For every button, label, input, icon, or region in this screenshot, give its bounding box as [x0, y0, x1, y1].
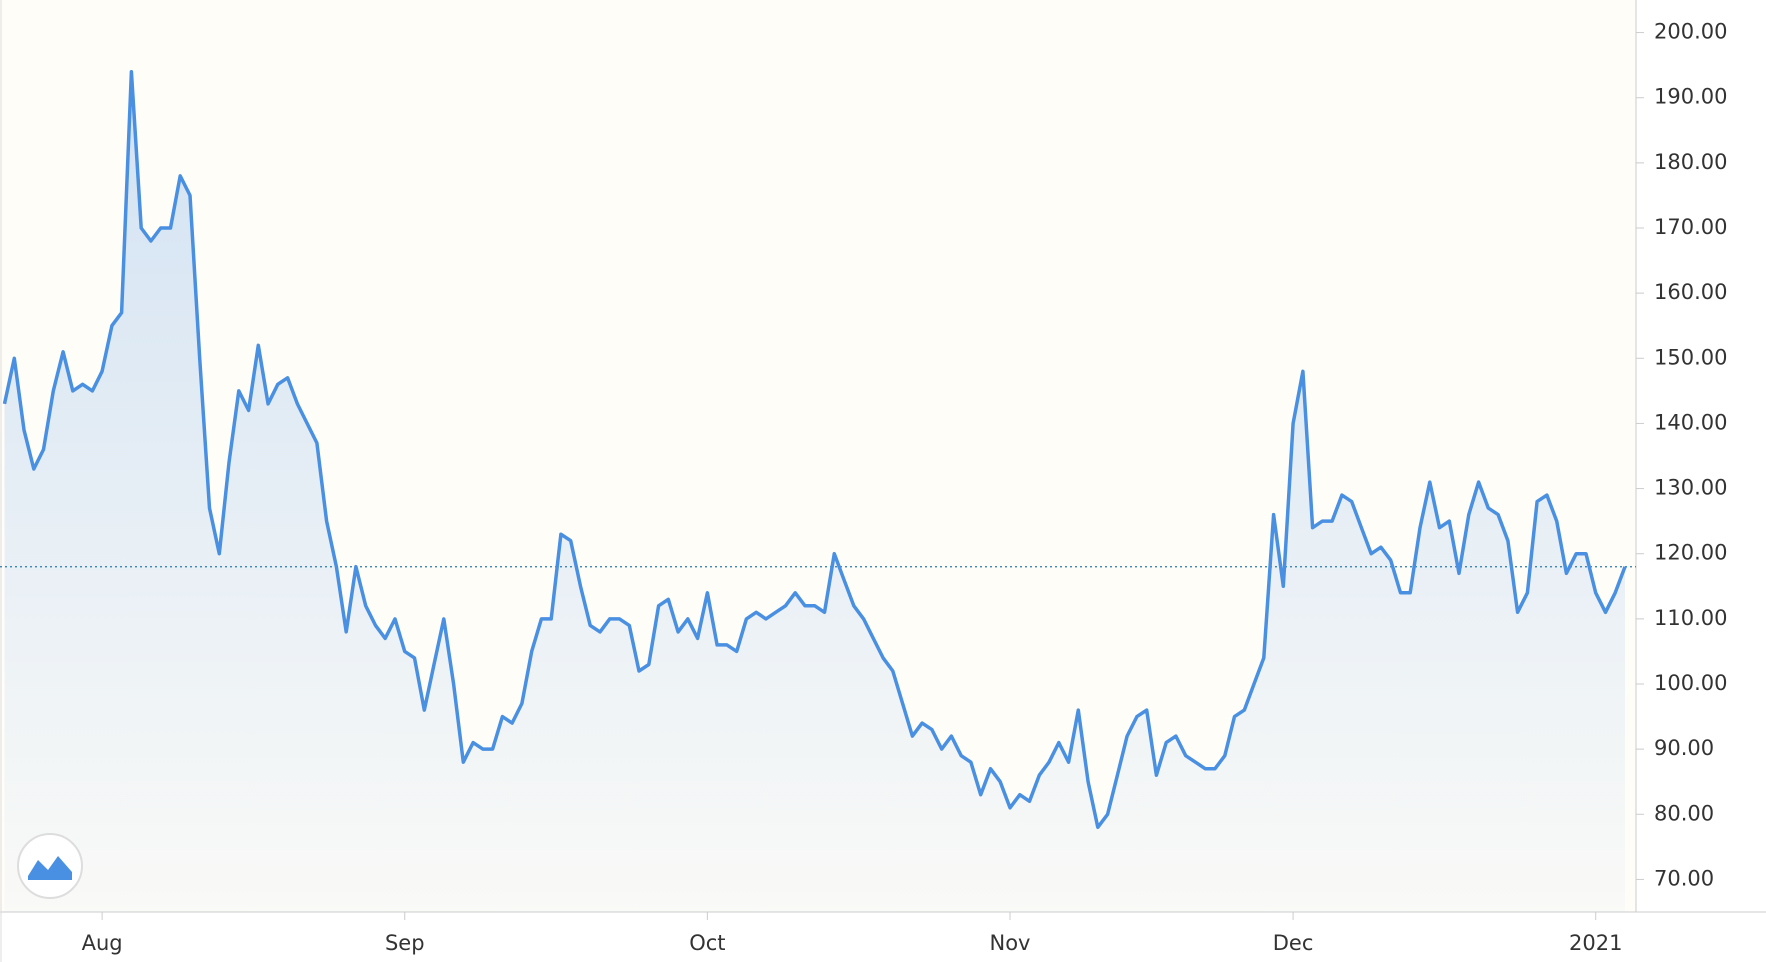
x-tick-label: Dec	[1273, 931, 1314, 955]
x-tick-label: Aug	[82, 931, 123, 955]
y-tick-label: 110.00	[1654, 606, 1727, 630]
y-tick-label: 130.00	[1654, 476, 1727, 500]
area	[4, 71, 1625, 912]
y-tick-label: 160.00	[1654, 280, 1727, 304]
y-tick-label: 120.00	[1654, 541, 1727, 565]
y-tick-label: 70.00	[1654, 866, 1714, 890]
x-tick-label: Oct	[689, 931, 725, 955]
y-tick-label: 100.00	[1654, 671, 1727, 695]
y-tick-label: 180.00	[1654, 150, 1727, 174]
x-tick-label: 2021	[1569, 931, 1622, 955]
y-tick-label: 90.00	[1654, 736, 1714, 760]
y-tick-label: 140.00	[1654, 410, 1727, 434]
price-line	[2, 69, 1627, 830]
y-tick-label: 170.00	[1654, 215, 1727, 239]
logo-icon[interactable]	[28, 856, 72, 880]
y-tick-label: 200.00	[1654, 20, 1727, 44]
x-tick-label: Nov	[989, 931, 1030, 955]
y-tick-label: 150.00	[1654, 345, 1727, 369]
y-tick-label: 80.00	[1654, 801, 1714, 825]
logo-circle[interactable]	[17, 833, 83, 899]
x-tick-label: Sep	[385, 931, 425, 955]
y-tick-label: 190.00	[1654, 85, 1727, 109]
logo[interactable]	[17, 833, 83, 899]
